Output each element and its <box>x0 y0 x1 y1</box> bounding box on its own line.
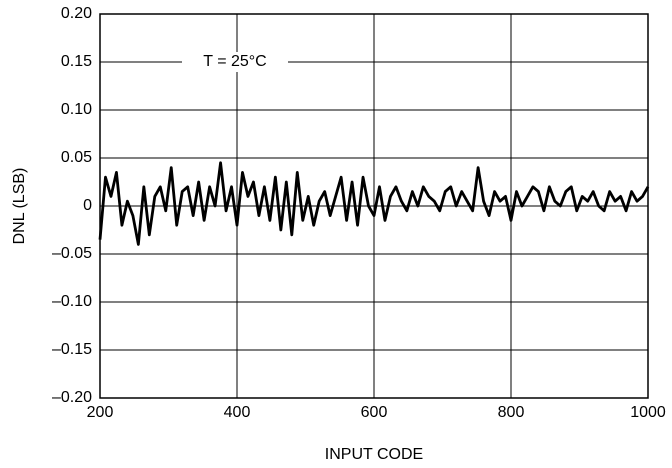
y-axis-title: DNL (LSB) <box>11 168 28 245</box>
plot-frame <box>99 13 649 399</box>
y-tick-label: –0.15 <box>52 341 92 358</box>
annotation-background <box>182 52 288 72</box>
y-tick-label: 0.20 <box>61 5 92 22</box>
y-tick-label: 0 <box>83 197 92 214</box>
x-tick-label: 600 <box>361 404 388 421</box>
x-tick-label: 200 <box>87 404 114 421</box>
x-tick-label: 800 <box>498 404 525 421</box>
y-tick-label: 0.10 <box>61 101 92 118</box>
y-tick-label: 0.05 <box>61 149 92 166</box>
y-tick-label: –0.20 <box>52 389 92 406</box>
x-tick-label: 1000 <box>630 404 666 421</box>
y-tick-label: –0.10 <box>52 293 92 310</box>
annotation: T = 25°C <box>203 53 266 70</box>
data-line <box>98 161 650 246</box>
y-tick-label: 0.15 <box>61 53 92 70</box>
y-tick-label: –0.05 <box>52 245 92 262</box>
x-tick-label: 400 <box>224 404 251 421</box>
x-axis-title: INPUT CODE <box>325 446 423 463</box>
